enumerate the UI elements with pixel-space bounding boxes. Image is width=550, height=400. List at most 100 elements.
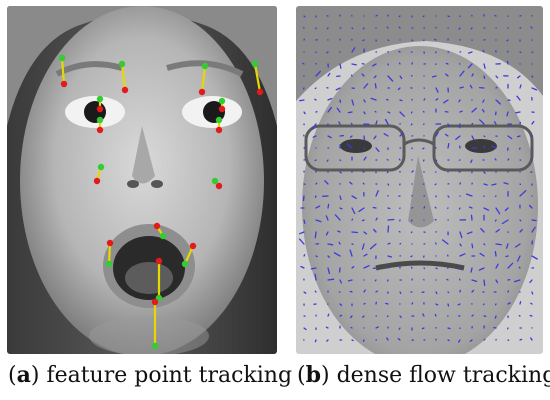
flow-vector	[363, 253, 368, 257]
flow-vector	[466, 231, 473, 235]
track-start-point	[155, 257, 163, 265]
flow-vector	[362, 339, 365, 342]
flow-vector	[312, 135, 317, 138]
flow-vector	[513, 279, 521, 283]
flow-vector	[303, 327, 307, 331]
flow-vector	[387, 255, 393, 258]
flow-vector	[459, 243, 462, 247]
flow-vector	[386, 171, 389, 174]
flow-vector	[373, 75, 377, 79]
flow-vector	[325, 231, 329, 236]
track-end-point	[155, 294, 163, 302]
flow-vector	[326, 27, 329, 30]
track-end-point	[118, 60, 126, 68]
flow-vector	[471, 243, 474, 249]
flow-vector	[506, 60, 509, 65]
flow-vector	[483, 75, 486, 79]
flow-vector	[363, 289, 366, 293]
flow-vector	[480, 227, 485, 233]
flow-vector	[483, 183, 488, 186]
flow-vector	[447, 195, 450, 198]
flow-vector	[303, 146, 306, 149]
flow-vector	[346, 143, 353, 149]
flow-vector	[431, 75, 437, 78]
flow-vector	[385, 302, 389, 305]
flow-vector	[375, 190, 379, 197]
feature-tracking-photo	[7, 6, 277, 354]
flow-vector	[483, 338, 486, 341]
flow-vector	[494, 219, 497, 222]
track-line	[200, 65, 207, 93]
feature-point-tracks	[58, 54, 264, 350]
flow-vector	[363, 156, 367, 161]
flow-vector	[303, 111, 306, 115]
flow-vector	[494, 251, 497, 257]
flow-vector	[314, 98, 317, 101]
flow-vector	[314, 339, 317, 343]
track-end-point	[218, 97, 226, 105]
flow-vector	[519, 219, 522, 222]
flow-vector	[384, 118, 389, 125]
flow-vector	[506, 50, 509, 53]
flow-vector	[387, 218, 395, 221]
flow-vector	[351, 231, 359, 234]
flow-vector	[362, 182, 365, 185]
track-start-point	[96, 126, 104, 134]
flow-vector	[470, 27, 473, 30]
flow-vector	[363, 265, 370, 269]
flow-vector	[362, 39, 365, 42]
caption-a-text: feature point tracking	[46, 363, 293, 388]
flow-vector	[327, 135, 332, 139]
flow-vector	[375, 290, 378, 293]
track-end-point	[211, 177, 219, 185]
flow-vector	[443, 99, 449, 104]
flow-vector	[422, 147, 425, 150]
flow-vector	[339, 303, 343, 307]
flow-vector	[302, 195, 305, 202]
flow-vector	[531, 226, 536, 233]
flow-vector	[471, 107, 477, 113]
flow-vector	[387, 225, 390, 233]
flow-vector	[457, 339, 461, 343]
flow-vector	[494, 315, 497, 319]
flow-vector	[471, 314, 474, 317]
flow-vector	[327, 278, 335, 281]
track-end-point	[181, 260, 189, 268]
flow-vector	[507, 262, 514, 269]
flow-vector	[519, 190, 527, 197]
flow-vector	[519, 228, 523, 233]
flow-vector	[467, 63, 473, 69]
flow-vector-field	[298, 14, 538, 343]
flow-vector	[324, 180, 329, 185]
flow-vector	[361, 219, 365, 222]
flow-vector	[351, 207, 356, 215]
flow-vector	[491, 145, 497, 149]
flow-vector	[435, 267, 438, 270]
flow-vector	[468, 206, 473, 209]
flow-vector	[411, 170, 414, 173]
flow-vector	[531, 219, 537, 222]
track-line	[120, 63, 127, 91]
track-end-point	[96, 116, 104, 124]
flow-vector	[387, 75, 394, 82]
flow-vector	[303, 291, 307, 294]
flow-vector	[362, 27, 365, 30]
flow-vector	[421, 327, 425, 330]
flow-vector	[503, 182, 509, 185]
flow-vector	[434, 206, 437, 209]
flow-vector	[459, 86, 464, 89]
flow-vector	[383, 133, 389, 137]
flow-vector	[349, 181, 353, 185]
flow-vector	[501, 219, 509, 225]
flow-vector	[300, 265, 305, 269]
flow-vector	[327, 72, 331, 77]
flow-vector	[362, 315, 365, 318]
flow-vector	[411, 39, 414, 42]
flow-vector	[351, 218, 354, 221]
track-end-point	[151, 342, 159, 350]
flow-vector	[387, 207, 391, 210]
flow-vector	[435, 98, 439, 101]
flow-vector	[327, 255, 331, 258]
flow-vector	[347, 279, 353, 282]
flow-vector	[351, 47, 356, 53]
